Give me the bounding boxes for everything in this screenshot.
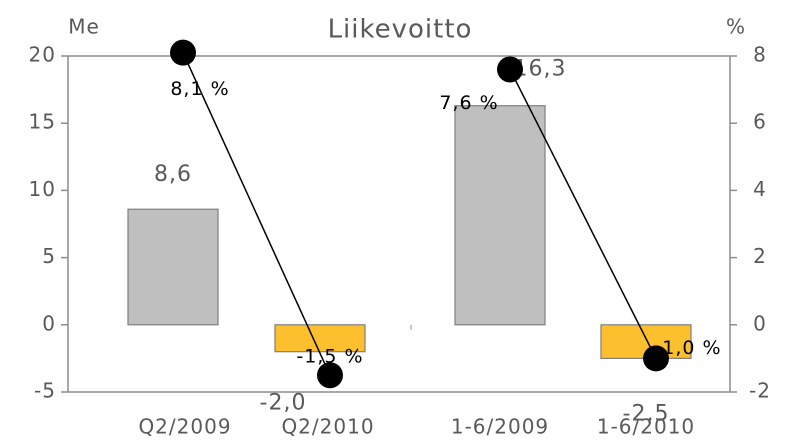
point-value-label: -1,5 % bbox=[296, 346, 363, 368]
y2-tick-label: -2 bbox=[749, 379, 771, 403]
bar-value-label: 8,6 bbox=[154, 162, 192, 187]
plot-frame bbox=[67, 55, 731, 393]
y-tick-label: 10 bbox=[29, 177, 56, 201]
bar-value-label: -2,5 bbox=[623, 401, 670, 426]
y2-tick-label: 4 bbox=[753, 177, 767, 201]
line-segment bbox=[182, 52, 331, 376]
line-point bbox=[497, 56, 523, 83]
y-tick-label: 0 bbox=[42, 311, 56, 335]
y-tick-label: 15 bbox=[29, 110, 56, 134]
bar bbox=[454, 105, 546, 326]
bar bbox=[127, 208, 219, 326]
x-tick-label: Q2/2009 bbox=[138, 415, 231, 439]
point-value-label: -1,0 % bbox=[654, 337, 721, 359]
x-tick-label: 1-6/2010 bbox=[597, 415, 695, 439]
x-tick-label: Q2/2010 bbox=[281, 415, 374, 439]
line-point bbox=[317, 362, 343, 389]
y2-axis-label: % bbox=[726, 15, 746, 39]
y2-tick-label: 8 bbox=[753, 43, 767, 67]
line-point bbox=[170, 39, 196, 66]
bar bbox=[274, 324, 366, 353]
y2-tick-label: 6 bbox=[753, 110, 767, 134]
x-tick-label: 1-6/2009 bbox=[451, 415, 549, 439]
y2-tick-label: 0 bbox=[753, 311, 767, 335]
y-tick-label: -5 bbox=[34, 379, 56, 403]
point-value-label: 8,1 % bbox=[170, 78, 229, 100]
line-point bbox=[643, 345, 669, 372]
bar-value-label: -2,0 bbox=[260, 391, 307, 416]
y-tick-label: 20 bbox=[29, 43, 56, 67]
y2-tick-label: 2 bbox=[753, 244, 767, 268]
y-tick-label: 5 bbox=[42, 244, 56, 268]
point-value-label: 7,6 % bbox=[439, 92, 498, 114]
chart-title: Liikevoitto bbox=[328, 15, 473, 45]
line-segment bbox=[509, 69, 657, 359]
y-axis-label: Me bbox=[68, 15, 100, 39]
